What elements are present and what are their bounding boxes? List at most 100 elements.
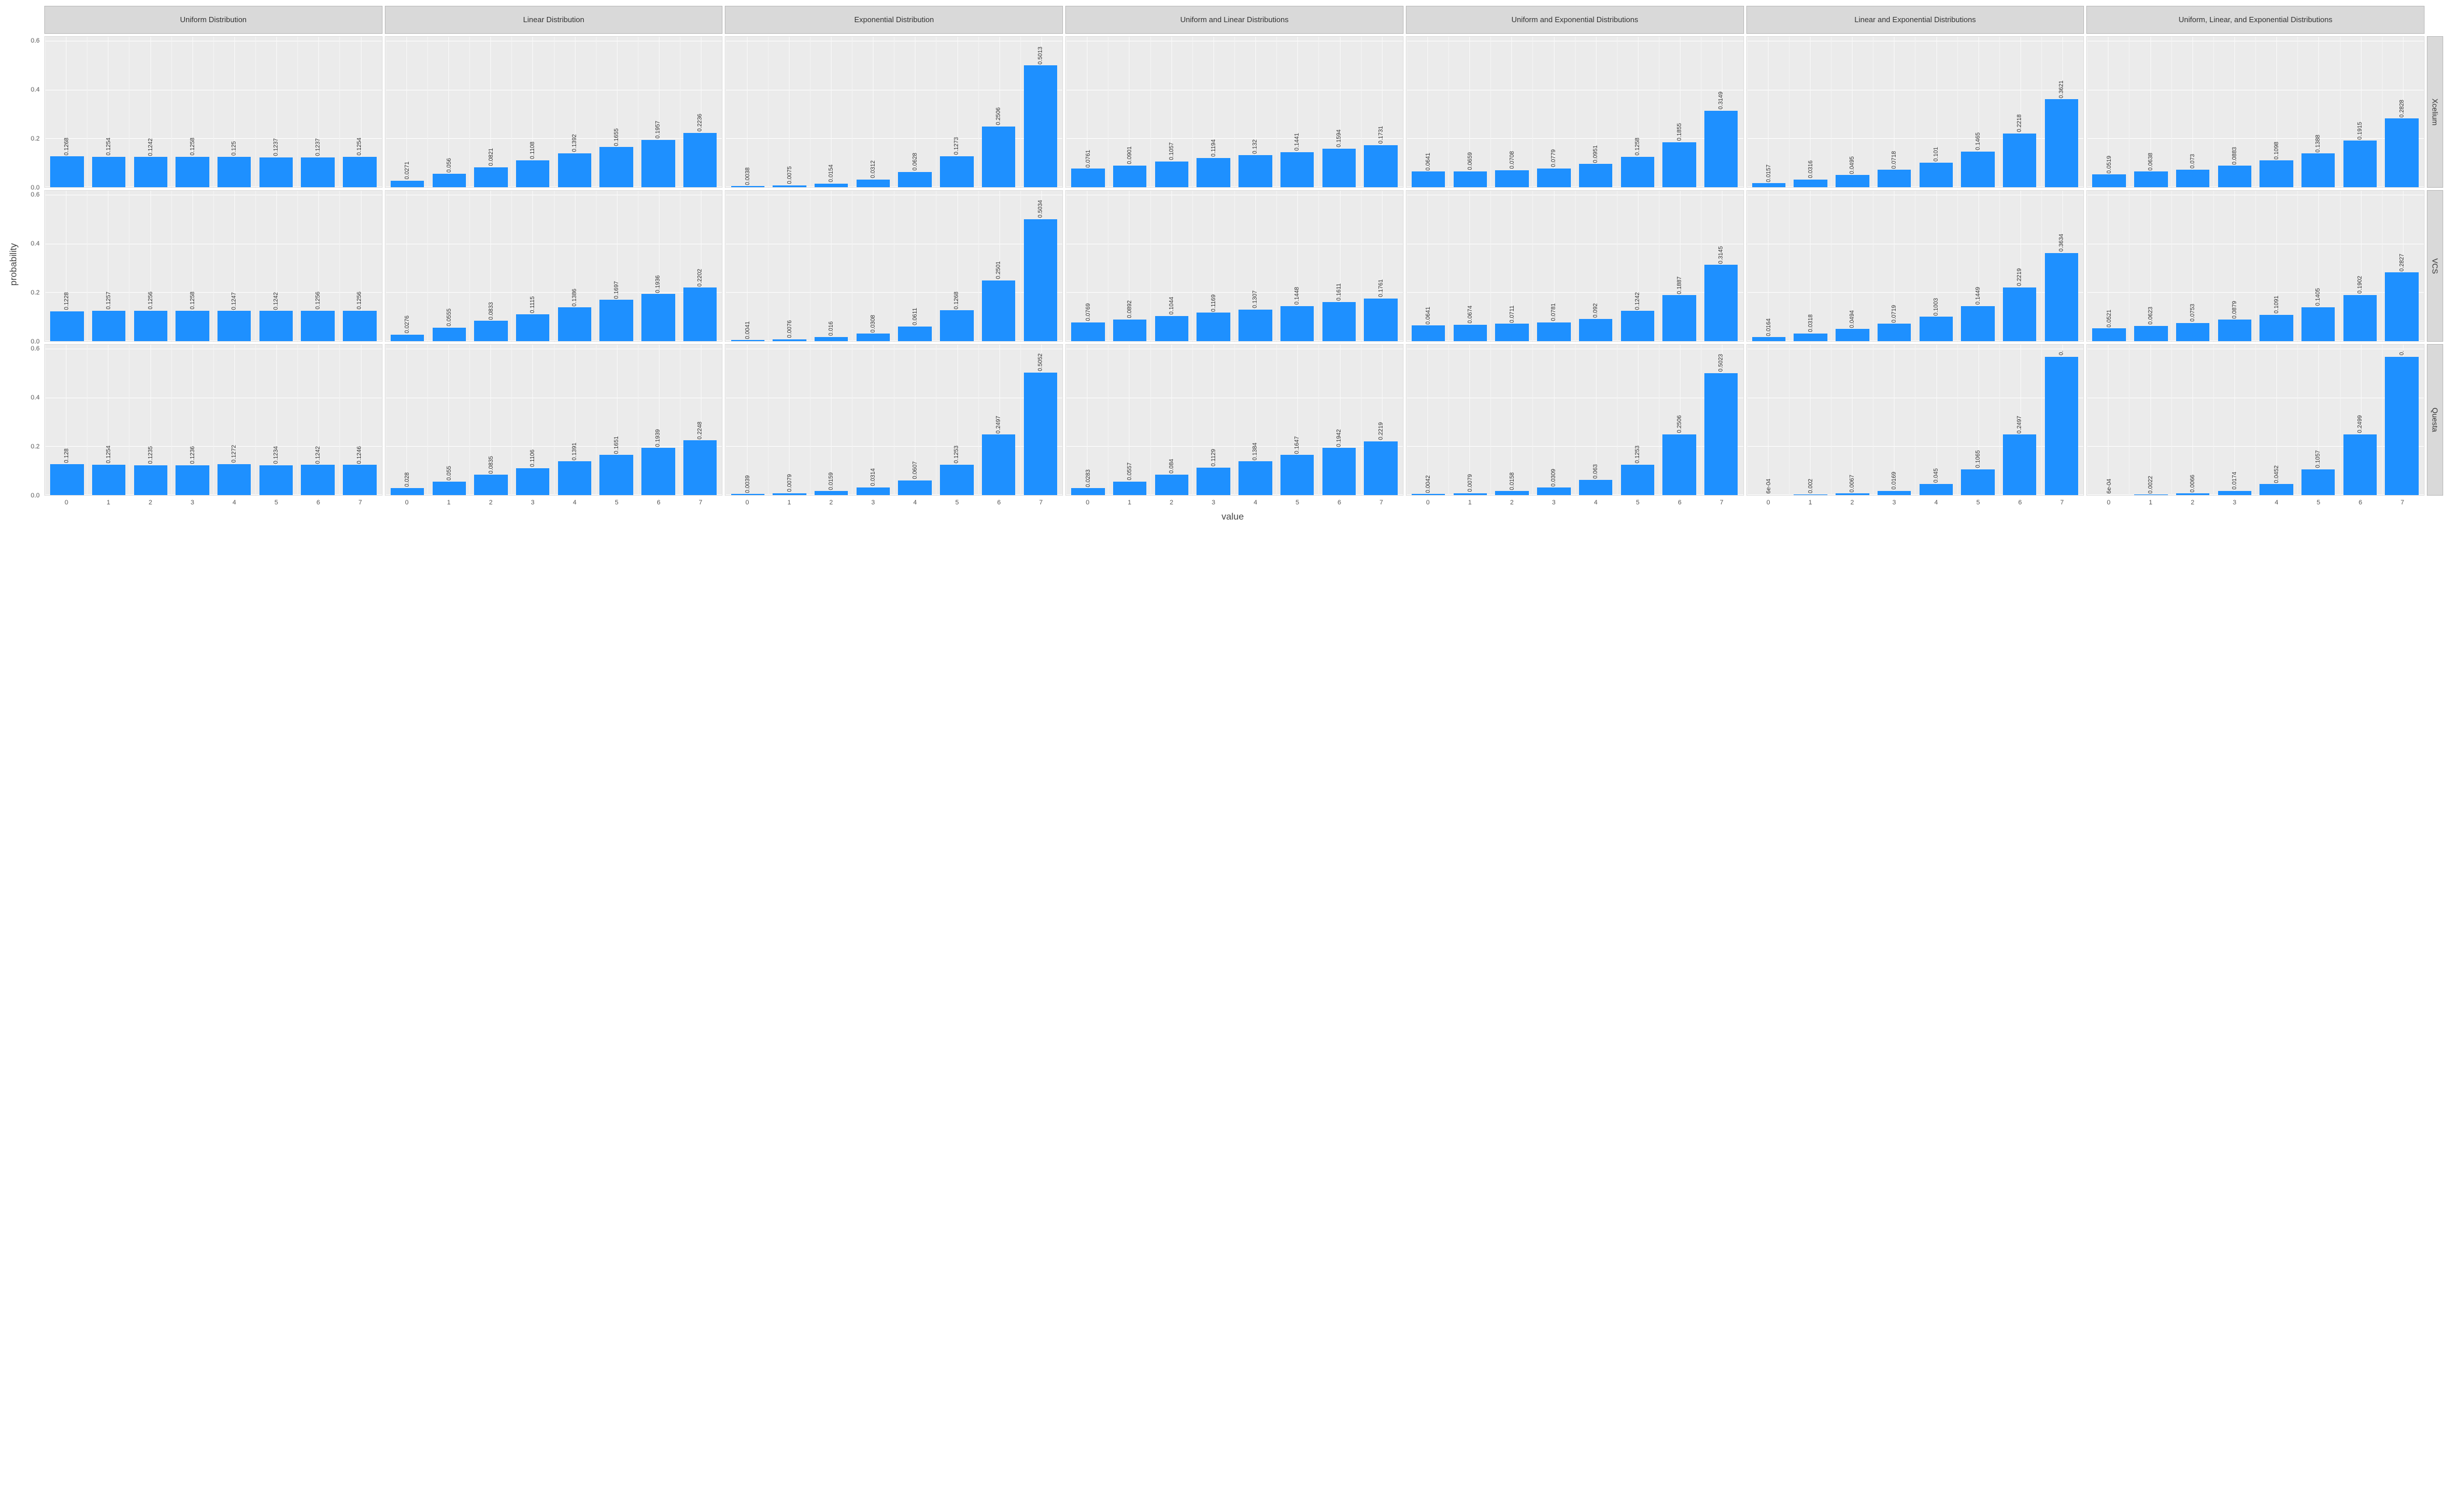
bar: 0.5013: [1019, 37, 1061, 187]
bar: 0.1108: [512, 37, 554, 187]
facet-panel: 0.02830.05570.0840.11290.13840.16470.194…: [1065, 344, 1404, 496]
bar: 0.1246: [339, 345, 381, 495]
plot-area: 6e-040.00220.00660.01740.04520.10570.249…: [2086, 344, 2425, 496]
bar-value-label: 0.0494: [1849, 310, 1855, 328]
bar: 0.0821: [470, 37, 512, 187]
bar: 0.0452: [2255, 345, 2297, 495]
bar: 0.0557: [1109, 345, 1151, 495]
bar-value-label: 0.3149: [1718, 92, 1724, 110]
bar: 0.1386: [554, 191, 596, 341]
bar: 0.2236: [679, 37, 721, 187]
bar: 0.0276: [387, 191, 429, 341]
bar-value-label: 0.1258: [1634, 138, 1641, 156]
facet-panel: 0.06410.06590.07080.07790.09510.12580.18…: [1406, 36, 1744, 188]
col-strip: Uniform and Linear Distributions: [1065, 6, 1404, 34]
bar-value-label: 0.1855: [1676, 123, 1683, 141]
bar: 0.0674: [1450, 191, 1492, 341]
bar: 0.0283: [1067, 345, 1109, 495]
bar: 0.2827: [2381, 191, 2423, 341]
bar: 0.0711: [1491, 191, 1533, 341]
bar-value-label: 0.1228: [64, 292, 70, 310]
plot-area: 0.07690.08920.10440.11690.13070.14480.16…: [1065, 190, 1404, 342]
bar: 0.0309: [1533, 345, 1575, 495]
bar: 0.1936: [637, 191, 679, 341]
facet-panel: 0.12680.12540.12420.12580.1250.12370.123…: [44, 36, 383, 188]
bar-value-label: 0.1235: [148, 446, 154, 464]
bar: 0.1129: [1192, 345, 1234, 495]
x-axis-ticks: 01234567: [1406, 498, 1744, 508]
bar: 0.0154: [811, 37, 852, 187]
col-strip: Uniform and Exponential Distributions: [1406, 6, 1744, 34]
bar-value-label: 0.0164: [1766, 318, 1772, 336]
bar-value-label: 0.0781: [1550, 303, 1557, 321]
bar: 0.1169: [1192, 191, 1234, 341]
plot-area: 0.07610.09010.10570.11940.1320.14410.159…: [1065, 36, 1404, 188]
bar: 0.0708: [1491, 37, 1533, 187]
bar-value-label: 0.1256: [356, 292, 363, 310]
bar: 0.0519: [2088, 37, 2130, 187]
bar: 0.0316: [1790, 37, 1832, 187]
bar-value-label: 0.1449: [1975, 287, 1981, 305]
bar-value-label: 0.0611: [912, 308, 918, 325]
bar: 0.0308: [852, 191, 894, 341]
bar-value-label: 0.1106: [529, 450, 536, 467]
bar: 0.0158: [1491, 345, 1533, 495]
bar-value-label: 0.1098: [2273, 142, 2280, 160]
bar: 0.101: [1915, 37, 1957, 187]
bar-value-label: 0.1254: [106, 138, 112, 156]
bar: 0.1242: [1616, 191, 1658, 341]
bar: 0.0067: [1832, 345, 1873, 495]
x-axis-ticks: 01234567: [44, 498, 383, 508]
bar: 0.0607: [894, 345, 936, 495]
bar: 0.056: [428, 37, 470, 187]
bar: 0.0719: [1873, 191, 1915, 341]
x-axis-ticks: 01234567: [1065, 498, 1404, 508]
bar-value-label: 0.0038: [745, 167, 751, 185]
bar: 0.2497: [978, 345, 1020, 495]
bar-value-label: 0.1242: [148, 138, 154, 156]
bar: 0.0164: [1748, 191, 1790, 341]
bar-value-label: 0.0638: [2148, 153, 2154, 171]
facet-chart: probability Uniform DistributionLinear D…: [6, 6, 2443, 522]
bar-value-label: 0.0276: [404, 315, 410, 334]
bar: 0.1391: [554, 345, 596, 495]
bar: 0.125: [213, 37, 255, 187]
bar-value-label: 0.1272: [231, 445, 237, 463]
bar: 0.2219: [1999, 191, 2041, 341]
bar: 0.1465: [1957, 37, 1999, 187]
bar-value-label: 0.055: [446, 466, 452, 480]
bar: 0.1273: [936, 37, 978, 187]
bar: 0.1254: [339, 37, 381, 187]
bar: 0.1405: [2297, 191, 2339, 341]
bar-value-label: 0.0066: [2190, 475, 2196, 493]
bar-value-label: 0.1253: [953, 445, 960, 464]
plot-area: 0.05190.06380.0730.08830.10980.13880.191…: [2086, 36, 2425, 188]
bar: 0.0271: [387, 37, 429, 187]
bar-value-label: 0.1108: [529, 142, 536, 159]
bar-value-label: 0.0041: [745, 321, 751, 339]
bar: 0.0169: [1873, 345, 1915, 495]
bar-value-label: 0.1242: [1634, 292, 1641, 310]
bar-value-label: 0.028: [404, 472, 410, 487]
bar-value-label: 0.0555: [446, 308, 452, 327]
bar: 0.1272: [213, 345, 255, 495]
x-axis-ticks: 01234567: [2086, 498, 2425, 508]
bar-value-label: 0.0753: [2190, 304, 2196, 322]
facet-panel: 0.05190.06380.0730.08830.10980.13880.191…: [2086, 36, 2425, 188]
bar-value-label: 0.1902: [2357, 276, 2363, 294]
bar-value-label: 0.0628: [912, 153, 918, 171]
bar: 0.1234: [255, 345, 297, 495]
bar: 0.5023: [1700, 345, 1742, 495]
bar-value-label: 0.002: [1808, 479, 1814, 493]
bar: 0.0769: [1067, 191, 1109, 341]
bar: 0.1254: [88, 345, 130, 495]
bar: 0.0314: [852, 345, 894, 495]
bar-value-label: 0.0659: [1467, 152, 1473, 170]
plot-area: 0.06410.06740.07110.07810.0920.12420.188…: [1406, 190, 1744, 342]
bar-value-label: 0.1594: [1336, 129, 1342, 148]
bar: 0.0781: [1533, 191, 1575, 341]
bar-value-label: 0.: [2399, 350, 2405, 355]
bar-value-label: 0.0708: [1509, 151, 1515, 169]
plot-area: 0.02760.05550.08330.11150.13860.16970.19…: [385, 190, 723, 342]
y-axis-ticks: 0.00.20.40.6: [22, 344, 42, 496]
